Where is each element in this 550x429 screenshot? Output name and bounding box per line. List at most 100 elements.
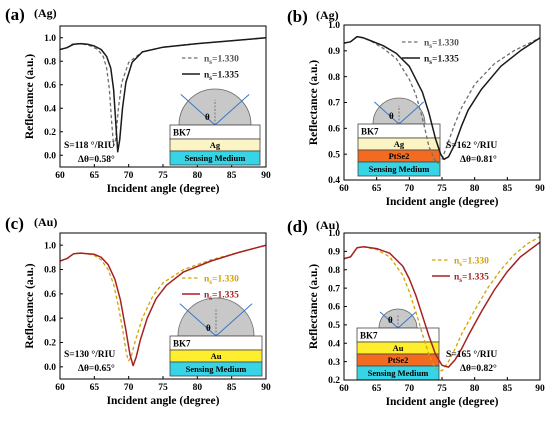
medium-label: Sensing Medium xyxy=(369,164,430,174)
x-tick-label: 70 xyxy=(124,171,134,181)
legend-value: =1.330 xyxy=(212,275,239,285)
panel-label: (b) xyxy=(287,7,308,26)
prism-label: BK7 xyxy=(173,128,191,138)
legend-value: =1.330 xyxy=(462,257,489,267)
series-line-1 xyxy=(344,35,540,164)
legend-label: ns=1.335 xyxy=(204,291,239,303)
y-tick-label: 0.6 xyxy=(328,125,340,135)
panel-label: (c) xyxy=(5,214,24,233)
shift-text: Δθ=0.65° xyxy=(78,363,115,374)
legend-value: =1.335 xyxy=(462,273,489,283)
x-tick-label: 60 xyxy=(339,184,349,194)
y-tick-label: 0.7 xyxy=(328,284,340,294)
panel-c: 60 65 70 75 80 85 90 0.0 0.2 0.4 0.6 0.8 1.0 Incident… xyxy=(5,214,271,407)
legend-label: ns=1.330 xyxy=(204,55,239,67)
x-tick-label: 70 xyxy=(405,384,415,394)
panel-label: (a) xyxy=(5,5,25,24)
sensitivity-text: S=162 °/RIU xyxy=(446,140,497,151)
plot-frame xyxy=(59,232,267,380)
legend-sub: s xyxy=(459,260,462,268)
series-group xyxy=(344,35,540,164)
y-tick-label: 0.2 xyxy=(328,376,340,386)
y-axis-title: Reflectance (a.u.) xyxy=(308,60,320,145)
inset-schematic: BK7 θ Ag Sensing Medium xyxy=(169,88,261,166)
series-line-2 xyxy=(344,241,540,368)
panel-label: (d) xyxy=(287,217,308,236)
legend-sub: s xyxy=(429,42,432,50)
prism-dome xyxy=(372,97,426,125)
x-tick-label: 80 xyxy=(470,384,480,394)
legend-n: n xyxy=(204,55,210,65)
incident-ray xyxy=(179,303,217,337)
incident-ray xyxy=(373,101,400,125)
y-tick-label: 0.2 xyxy=(44,339,56,349)
metal-tag: (Ag) xyxy=(34,6,57,20)
y-tick-label: 1.0 xyxy=(44,34,56,44)
series-group xyxy=(60,37,266,153)
legend-label: ns=1.330 xyxy=(454,257,489,269)
x-tick-label: 60 xyxy=(55,171,65,181)
legend-value: =1.330 xyxy=(212,55,239,65)
metal-tag: (Au) xyxy=(316,218,339,232)
inset-schematic: BK7 θ Au Sensing Medium xyxy=(169,297,263,377)
angle-label: θ xyxy=(388,315,393,325)
y-tick-label: 1.0 xyxy=(328,229,340,239)
y-tick-label: 0.0 xyxy=(44,151,56,161)
layer-label: Au xyxy=(393,343,404,353)
x-tick-label: 90 xyxy=(261,171,271,181)
legend-n: n xyxy=(204,71,210,81)
x-tick-label: 65 xyxy=(90,383,100,393)
shift-text: Δθ=0.82° xyxy=(460,363,497,374)
prism-dome xyxy=(378,308,418,329)
y-tick-label: 0.4 xyxy=(44,314,56,324)
y-tick-label: 0.5 xyxy=(328,321,340,331)
plot-frame xyxy=(59,25,267,168)
sensing-medium xyxy=(169,150,261,166)
panel-d: 60 65 70 75 80 85 90 0.2 0.3 0.4 0.5 0.6 0.7 0.8 0.9 1.… xyxy=(287,217,545,408)
x-tick-label: 75 xyxy=(437,384,447,394)
x-tick-label: 90 xyxy=(535,384,545,394)
layer-label: Ag xyxy=(394,139,405,149)
shift-text: Δθ=0.81° xyxy=(460,154,497,165)
y-tick-label: 0.2 xyxy=(44,128,56,138)
prism-label: BK7 xyxy=(361,127,379,137)
plot-frame xyxy=(343,232,541,381)
legend-sub: s xyxy=(459,276,462,284)
legend-sub: s xyxy=(209,74,212,82)
x-tick-label: 60 xyxy=(339,384,349,394)
y-tick-label: 0.8 xyxy=(328,266,340,276)
legend-sub: s xyxy=(429,58,432,66)
series-group xyxy=(60,244,266,367)
angle-label: θ xyxy=(206,323,211,333)
layer-label: PtSe2 xyxy=(388,355,409,365)
legend-value: =1.330 xyxy=(432,39,459,49)
inset-schematic: BK7 θ Au PtSe2 Sensing Medium xyxy=(356,308,440,381)
reflected-ray xyxy=(398,101,425,125)
prism-label: BK7 xyxy=(173,339,191,349)
x-tick-label: 90 xyxy=(535,184,545,194)
series-line-2 xyxy=(60,37,266,153)
x-tick-label: 85 xyxy=(227,383,237,393)
y-tick-label: 0.0 xyxy=(44,363,56,373)
x-tick-label: 65 xyxy=(90,171,100,181)
sensitivity-text: S=118 °/RIU xyxy=(64,140,115,151)
legend-value: =1.335 xyxy=(432,55,459,65)
shift-text: Δθ=0.58° xyxy=(78,154,115,165)
series-line-2 xyxy=(344,35,540,161)
x-tick-label: 70 xyxy=(405,184,415,194)
reflected-ray xyxy=(397,311,417,329)
legend-value: =1.335 xyxy=(212,291,239,301)
plot-frame xyxy=(343,24,541,181)
series-line-2 xyxy=(60,244,266,367)
x-tick-label: 80 xyxy=(193,383,203,393)
legend-sub: s xyxy=(209,58,212,66)
legend-value: =1.335 xyxy=(212,71,239,81)
x-axis-title: Incident angle (degree) xyxy=(386,396,499,408)
sensitivity-text: S=130 °/RIU xyxy=(64,349,115,360)
x-tick-label: 85 xyxy=(503,384,513,394)
x-tick-label: 80 xyxy=(470,184,480,194)
reflected-ray xyxy=(215,303,253,337)
y-tick-label: 0.8 xyxy=(44,266,56,276)
x-tick-label: 90 xyxy=(261,383,271,393)
